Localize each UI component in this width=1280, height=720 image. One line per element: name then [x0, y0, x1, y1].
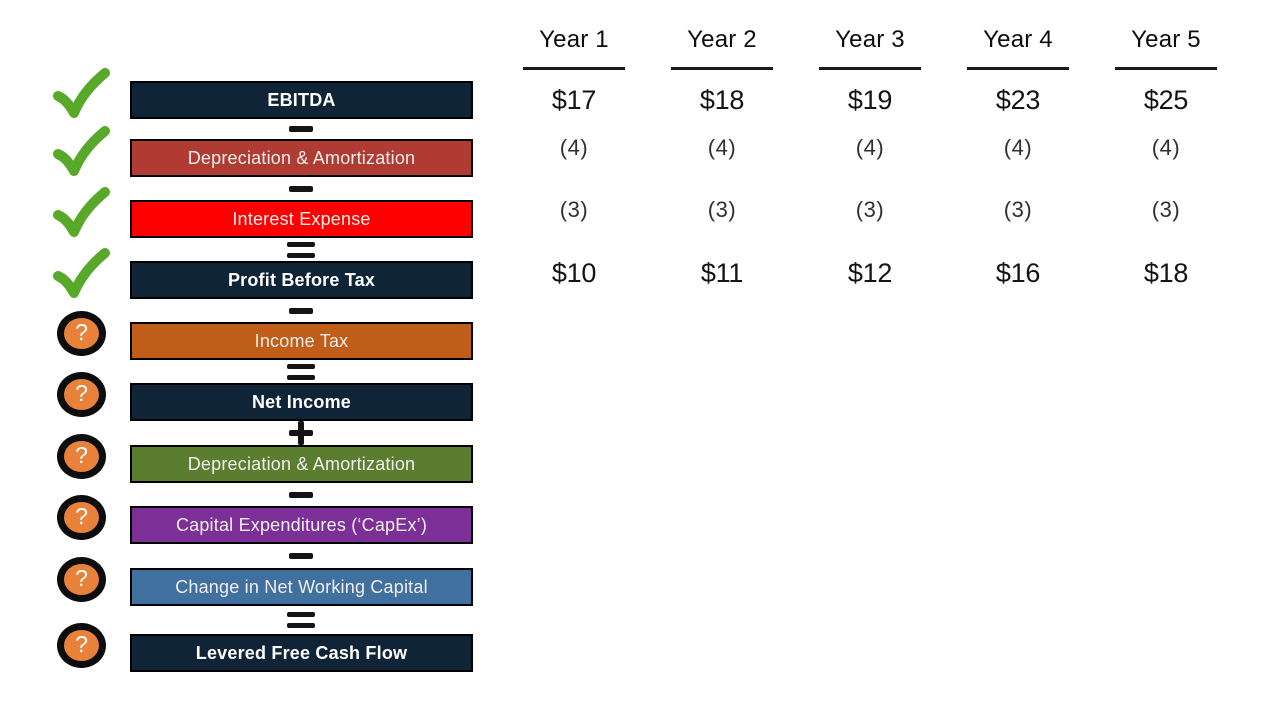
- value-cell: (3): [1003, 197, 1033, 222]
- check-icon: [52, 247, 110, 299]
- bar-label: Depreciation & Amortization: [187, 453, 416, 474]
- column-underline: [967, 67, 1069, 70]
- question-mark: ?: [57, 557, 106, 602]
- question-mark: ?: [57, 311, 106, 356]
- bar-label: Levered Free Cash Flow: [195, 642, 408, 663]
- bar-change-in-net-working-capital: Change in Net Working Capital: [130, 568, 473, 606]
- check-icon: [52, 67, 110, 119]
- bar-label: Profit Before Tax: [227, 269, 376, 290]
- value-cell: $19: [847, 85, 893, 115]
- value-cell: (4): [1151, 135, 1181, 160]
- bar-label: EBITDA: [267, 89, 336, 110]
- bar-label: Interest Expense: [232, 208, 371, 229]
- bar-income-tax: Income Tax: [130, 322, 473, 360]
- check-icon: [52, 186, 110, 238]
- value-cell: $11: [700, 258, 744, 288]
- value-cell: (4): [1003, 135, 1033, 160]
- bar-interest-expense: Interest Expense: [130, 200, 473, 238]
- bar-depreciation-amortization: Depreciation & Amortization: [130, 445, 473, 483]
- bar-label: Capital Expenditures (‘CapEx’): [175, 514, 428, 535]
- bar-net-income: Net Income: [130, 383, 473, 421]
- question-mark: ?: [57, 372, 106, 417]
- value-cell: $10: [551, 258, 597, 288]
- question-mark: ?: [57, 623, 106, 668]
- value-cell: (4): [855, 135, 885, 160]
- year-column-header: Year 2: [687, 26, 757, 53]
- question-icon: ?: [57, 495, 106, 540]
- value-cell: (4): [559, 135, 589, 160]
- column-underline: [1115, 67, 1217, 70]
- column-underline: [671, 67, 773, 70]
- question-icon: ?: [57, 623, 106, 668]
- value-cell: $18: [1143, 258, 1189, 288]
- value-cell: $18: [699, 85, 745, 115]
- question-icon: ?: [57, 434, 106, 479]
- value-cell: $23: [995, 85, 1041, 115]
- year-column-header: Year 5: [1131, 26, 1201, 53]
- bar-label: Net Income: [251, 391, 352, 412]
- bar-label: Depreciation & Amortization: [187, 147, 416, 168]
- column-underline: [523, 67, 625, 70]
- year-column-header: Year 3: [835, 26, 905, 53]
- question-icon: ?: [57, 557, 106, 602]
- value-cell: (3): [707, 197, 737, 222]
- bar-depreciation-amortization: Depreciation & Amortization: [130, 139, 473, 177]
- question-mark: ?: [57, 434, 106, 479]
- value-cell: $25: [1143, 85, 1189, 115]
- bar-capital-expenditures-capex: Capital Expenditures (‘CapEx’): [130, 506, 473, 544]
- bar-profit-before-tax: Profit Before Tax: [130, 261, 473, 299]
- bar-levered-free-cash-flow: Levered Free Cash Flow: [130, 634, 473, 672]
- bar-ebitda: EBITDA: [130, 81, 473, 119]
- question-icon: ?: [57, 372, 106, 417]
- year-column-header: Year 4: [983, 26, 1053, 53]
- value-cell: $16: [995, 258, 1041, 288]
- value-cell: $12: [847, 258, 893, 288]
- year-column-header: Year 1: [539, 26, 609, 53]
- question-icon: ?: [57, 311, 106, 356]
- value-cell: $17: [551, 85, 597, 115]
- question-mark: ?: [57, 495, 106, 540]
- column-underline: [819, 67, 921, 70]
- bar-label: Income Tax: [254, 330, 349, 351]
- value-cell: (4): [707, 135, 737, 160]
- value-cell: (3): [1151, 197, 1181, 222]
- check-icon: [52, 125, 110, 177]
- value-cell: (3): [855, 197, 885, 222]
- value-cell: (3): [559, 197, 589, 222]
- bar-label: Change in Net Working Capital: [175, 576, 428, 597]
